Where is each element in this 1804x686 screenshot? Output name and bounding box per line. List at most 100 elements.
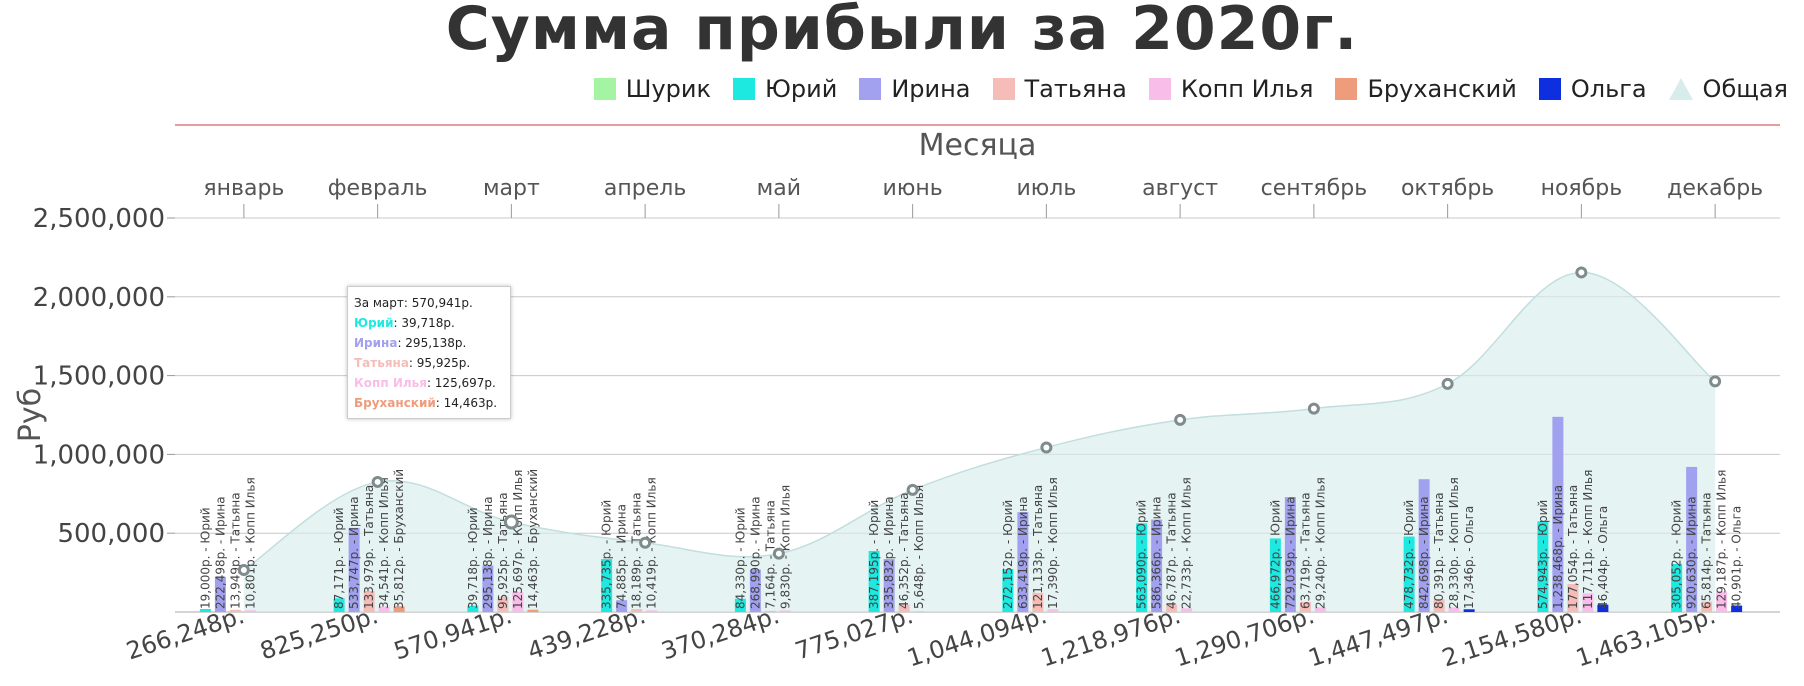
bar: [467, 605, 479, 612]
bar: [1047, 609, 1059, 612]
x-tick-label: июнь: [883, 176, 943, 201]
bar: [779, 610, 791, 612]
legend-label: Юрий: [764, 75, 838, 103]
legend-label: Шурик: [625, 75, 711, 103]
bar-data-label: 129,187р. - Копп Илья: [1715, 470, 1729, 609]
legend-item[interactable]: Шурик: [593, 75, 711, 103]
bar: [199, 609, 211, 612]
bar: [1537, 521, 1549, 612]
bar: [1448, 607, 1460, 612]
legend-item[interactable]: Юрий: [732, 75, 838, 103]
x-tick-label: ноябрь: [1541, 176, 1623, 201]
chart-tooltip: За март: 570,941р. Юрий: 39,718р. Ирина: …: [347, 286, 511, 419]
legend-swatch: [859, 78, 882, 100]
tooltip-row: Ирина: 295,138р.: [354, 333, 504, 353]
bar: [1671, 563, 1683, 612]
bar: [883, 559, 895, 612]
x-tick-label: март: [483, 176, 540, 201]
bar: [1002, 569, 1014, 612]
bar-data-label: 9,830р. - Копп Илья: [778, 485, 792, 609]
bar-data-label: 84,330р. - Юрий: [733, 507, 747, 609]
bar: [1017, 512, 1029, 612]
total-marker: [772, 547, 785, 560]
bar: [229, 609, 241, 612]
legend-label: Бруханский: [1367, 75, 1517, 103]
bar-data-label: 35,812р. - Бруханский: [392, 469, 406, 609]
bar-data-label: 87,171р. - Юрий: [332, 507, 346, 609]
bar-data-label: 121,133р. - Татьяна: [1031, 485, 1045, 609]
tooltip-series-value: 14,463р.: [443, 396, 498, 410]
x-tick-label: август: [1142, 176, 1218, 201]
bar: [764, 610, 776, 612]
bar: [898, 604, 910, 612]
bar-data-label: 222,498р. - Ирина: [213, 496, 227, 609]
bar-data-label: 7,164р. - Татьяна: [763, 500, 777, 609]
tooltip-separator: :: [408, 356, 417, 370]
bar: [363, 590, 375, 612]
tooltip-series-value: 95,925р.: [416, 356, 471, 370]
bar-data-label: 335,832р. - Ирина: [882, 496, 896, 609]
bar-data-label: 46,787р. - Татьяна: [1165, 492, 1179, 609]
bar-data-label: 133,979р. - Татьяна: [362, 485, 376, 609]
bar: [1597, 604, 1609, 612]
legend-swatch: [1335, 78, 1358, 100]
bar-data-label: 387,195р. - Юрий: [867, 500, 881, 609]
y-tick-label: 500,000: [57, 519, 165, 549]
bar: [214, 576, 226, 612]
bar-data-label: 40,901р. - Ольга: [1730, 506, 1744, 609]
legend-item[interactable]: Ольга: [1538, 75, 1647, 103]
tooltip-separator: :: [435, 396, 444, 410]
legend-item[interactable]: Общая: [1668, 75, 1788, 103]
legend-item[interactable]: Татьяна: [992, 75, 1127, 103]
bar-data-label: 74,885р. - Ирина: [615, 504, 629, 609]
bar-data-label: 272,152р. - Юрий: [1001, 500, 1015, 609]
bar-data-label: 466,972р. - Юрий: [1268, 500, 1282, 609]
y-tick-label: 2,000,000: [33, 283, 165, 313]
legend-swatch: [732, 78, 755, 100]
total-line: [243, 271, 1716, 571]
bar-data-label: 46,404р. - Ольга: [1596, 506, 1610, 609]
bar-data-label: 14,463р. - Бруханский: [526, 469, 540, 609]
bar-data-label: 13,949р. - Татьяна: [228, 492, 242, 609]
x-tick-label: январь: [203, 176, 284, 201]
bar-data-label: 19,000р. - Юрий: [198, 507, 212, 609]
bar: [1418, 479, 1430, 612]
total-marker: [503, 514, 519, 530]
bar: [348, 527, 360, 612]
bar-data-label: 295,138р. - Ирина: [481, 496, 495, 609]
bar: [913, 611, 925, 612]
bar: [393, 606, 405, 612]
bar: [1151, 519, 1163, 612]
bar: [749, 569, 761, 612]
bar-data-label: 335,735р. - Юрий: [600, 500, 614, 609]
bar: [1567, 584, 1579, 612]
total-marker: [1709, 375, 1722, 388]
x-tick-label: октябрь: [1401, 176, 1494, 201]
bar-data-label: 478,732р. - Юрий: [1402, 500, 1416, 609]
bar: [1181, 608, 1193, 612]
tooltip-row: Копп Илья: 125,697р.: [354, 373, 504, 393]
bar: [378, 606, 390, 612]
tooltip-series-value: 295,138р.: [405, 336, 467, 350]
total-area: [243, 272, 1716, 612]
bar: [333, 598, 345, 612]
legend-item[interactable]: Бруханский: [1335, 75, 1517, 103]
bar-data-label: 10,801р. - Копп Илья: [243, 477, 257, 609]
legend-label: Копп Илья: [1180, 75, 1314, 103]
tooltip-separator: :: [426, 376, 435, 390]
bar-data-label: 305,052р. - Юрий: [1670, 500, 1684, 609]
legend-item[interactable]: Ирина: [859, 75, 971, 103]
bar: [1686, 466, 1698, 612]
bar-data-label: 17,390р. - Копп Илья: [1046, 477, 1060, 609]
legend-label: Татьяна: [1024, 75, 1127, 103]
y-axis-title: Руб: [13, 388, 48, 442]
tooltip-series-name: Юрий: [354, 316, 394, 330]
bar: [244, 610, 256, 612]
x-tick-label: февраль: [328, 176, 428, 201]
bar: [1269, 538, 1281, 612]
bar: [1314, 607, 1326, 612]
bar-data-label: 533,747р. - Ирина: [347, 496, 361, 609]
legend-item[interactable]: Копп Илья: [1148, 75, 1314, 103]
bar-data-label: 10,419р. - Копп Илья: [645, 477, 659, 609]
bar: [616, 600, 628, 612]
